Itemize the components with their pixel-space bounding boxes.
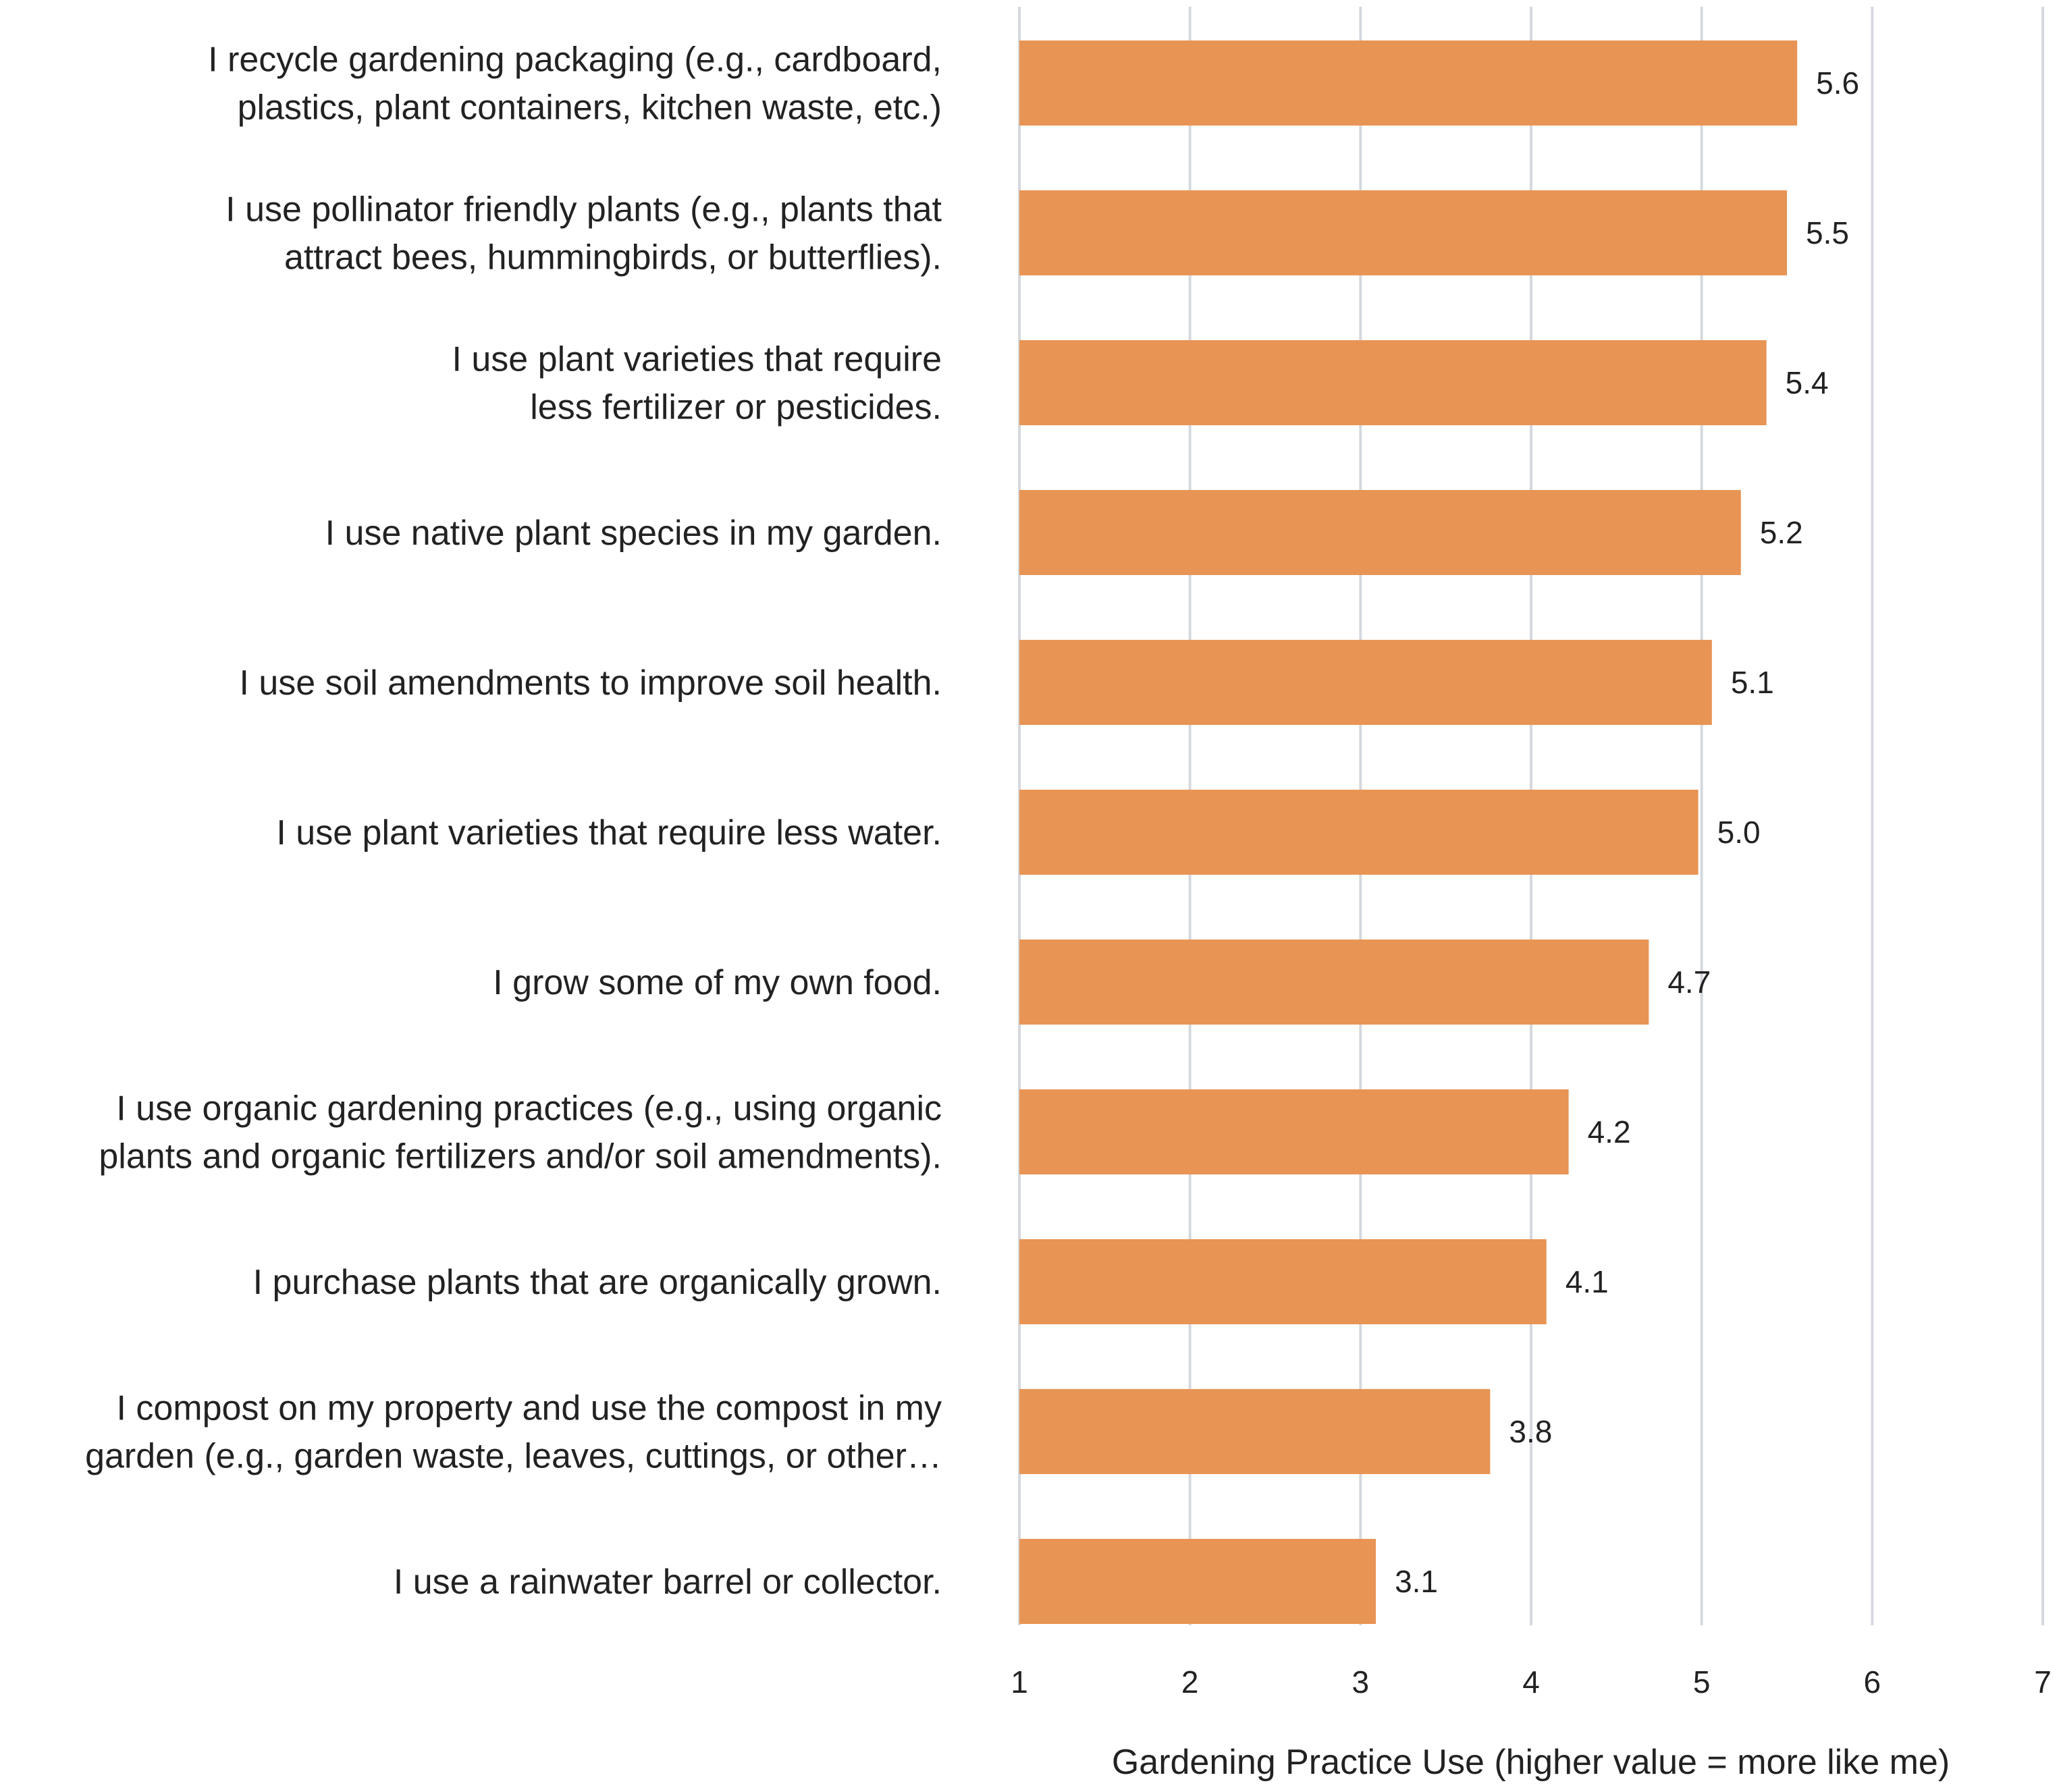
- value-labels: 5.6 5.5 5.4 5.2 5.1 5.0 4.7 4.2 4.1 3.8 3.1: [1395, 65, 1859, 1599]
- category-label: I compost on my property and use the com…: [116, 1389, 942, 1428]
- x-tick-label: 3: [1352, 1664, 1370, 1700]
- x-tick-label: 1: [1011, 1664, 1028, 1700]
- x-axis-title: Gardening Practice Use (higher value = m…: [1112, 1743, 1950, 1782]
- category-labels: I recycle gardening packaging (e.g., car…: [85, 40, 942, 1602]
- category-label: I use native plant species in my garden.: [325, 514, 942, 553]
- x-axis-ticks: 1 2 3 4 5 6 7: [1011, 1664, 2052, 1700]
- category-label: attract bees, hummingbirds, or butterfli…: [284, 238, 942, 277]
- category-label: I use soil amendments to improve soil he…: [239, 663, 942, 703]
- bar: [1019, 940, 1649, 1025]
- category-label: I purchase plants that are organically g…: [253, 1263, 942, 1302]
- category-label: less fertilizer or pesticides.: [530, 388, 942, 427]
- category-label: I use organic gardening practices (e.g.,…: [116, 1089, 942, 1129]
- category-label: I use plant varieties that require: [452, 340, 942, 379]
- x-tick-label: 2: [1181, 1664, 1199, 1700]
- value-label: 3.1: [1395, 1564, 1438, 1599]
- value-label: 5.4: [1786, 365, 1829, 400]
- x-tick-label: 6: [1864, 1664, 1881, 1700]
- x-tick-label: 7: [2034, 1664, 2052, 1700]
- category-label: I grow some of my own food.: [493, 963, 942, 1002]
- category-label: plants and organic fertilizers and/or so…: [99, 1137, 942, 1176]
- category-label: I use plant varieties that require less …: [276, 813, 942, 852]
- value-label: 4.1: [1566, 1264, 1609, 1299]
- category-label: garden (e.g., garden waste, leaves, cutt…: [85, 1437, 942, 1476]
- bars: [1019, 40, 1798, 1624]
- value-label: 4.2: [1588, 1114, 1631, 1149]
- value-label: 5.1: [1731, 665, 1774, 700]
- bar: [1019, 1239, 1547, 1324]
- x-tick-label: 5: [1693, 1664, 1711, 1700]
- bar: [1019, 640, 1712, 725]
- category-label: plastics, plant containers, kitchen wast…: [238, 88, 942, 128]
- bar: [1019, 40, 1798, 126]
- category-label: I use pollinator friendly plants (e.g., …: [225, 190, 942, 229]
- bar: [1019, 490, 1741, 575]
- value-label: 3.8: [1509, 1414, 1552, 1449]
- bar: [1019, 340, 1767, 425]
- value-label: 4.7: [1667, 965, 1711, 1000]
- bar: [1019, 1089, 1569, 1174]
- value-label: 5.5: [1806, 215, 1849, 250]
- category-label: I recycle gardening packaging (e.g., car…: [208, 40, 942, 80]
- bar: [1019, 1539, 1376, 1624]
- bar: [1019, 1389, 1491, 1474]
- bar: [1019, 190, 1787, 275]
- value-label: 5.0: [1717, 815, 1761, 850]
- value-label: 5.6: [1816, 65, 1859, 101]
- category-label: I use a rainwater barrel or collector.: [394, 1563, 942, 1602]
- x-tick-label: 4: [1522, 1664, 1540, 1700]
- value-label: 5.2: [1760, 515, 1803, 550]
- bar: [1019, 790, 1699, 875]
